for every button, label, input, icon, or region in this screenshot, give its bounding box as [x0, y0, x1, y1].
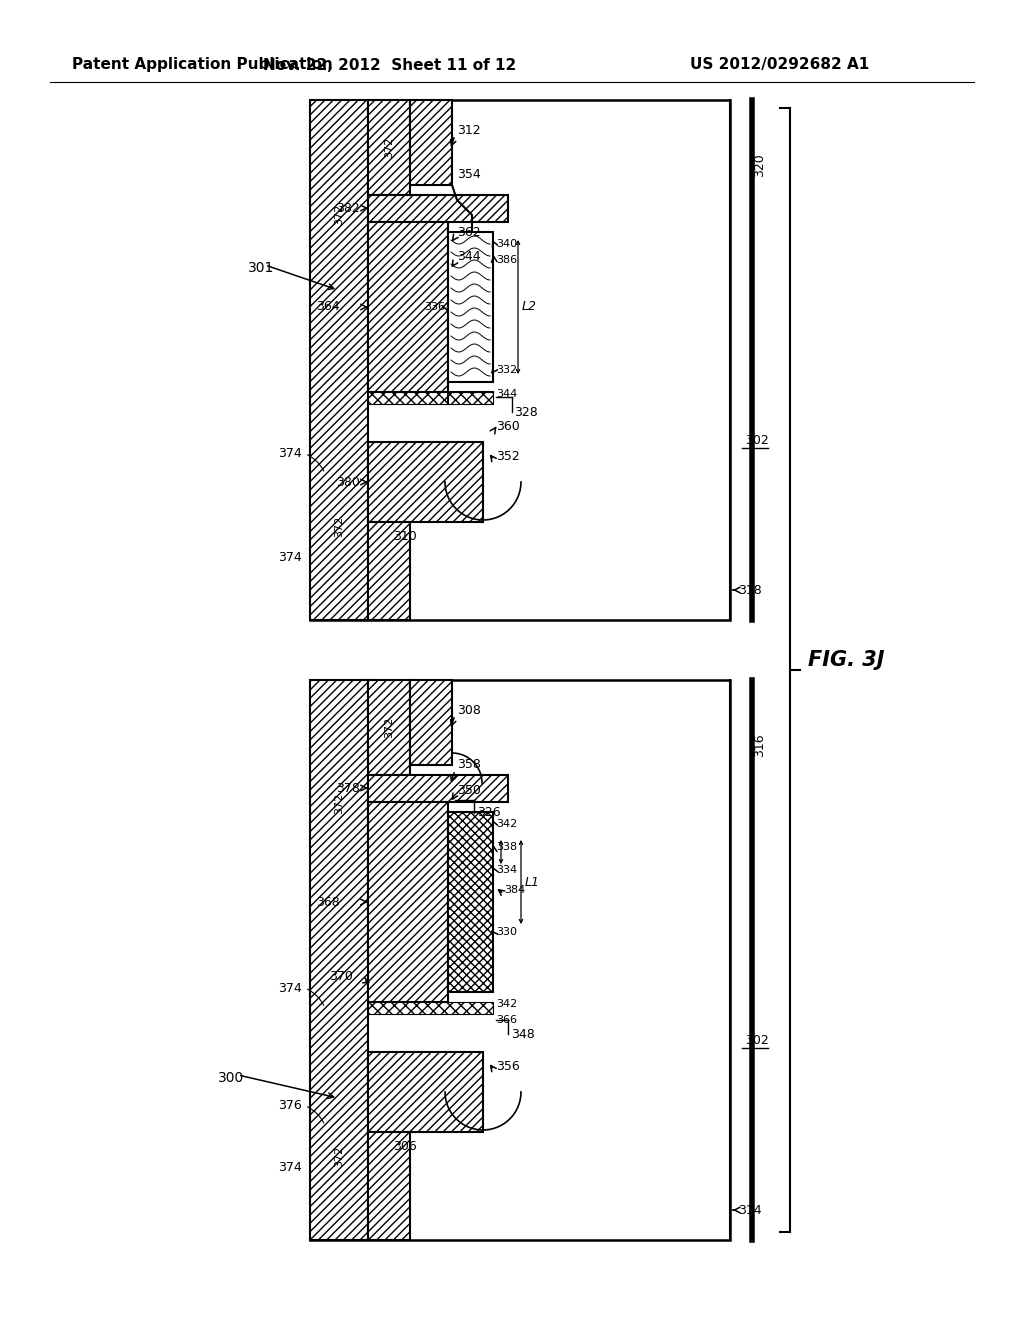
Text: US 2012/0292682 A1: US 2012/0292682 A1	[690, 58, 869, 73]
Text: 342: 342	[496, 999, 517, 1008]
Text: 310: 310	[393, 531, 417, 544]
Text: 374: 374	[279, 1160, 302, 1173]
Text: 312: 312	[457, 124, 480, 136]
Text: 338: 338	[496, 842, 517, 851]
Text: 358: 358	[457, 759, 481, 771]
Bar	[368, 775, 508, 803]
Bar	[368, 442, 483, 521]
Text: 374: 374	[279, 552, 302, 564]
Text: 374: 374	[279, 982, 302, 994]
Text: 354: 354	[457, 169, 480, 181]
Bar	[368, 222, 449, 392]
Text: 320: 320	[754, 153, 767, 177]
Text: 372: 372	[334, 1146, 344, 1167]
Text: 350: 350	[457, 784, 481, 796]
Text: 302: 302	[745, 433, 769, 446]
Text: 336: 336	[424, 302, 445, 312]
Text: 372: 372	[334, 516, 344, 537]
Text: 370: 370	[329, 970, 353, 983]
Bar	[368, 195, 508, 222]
Text: L1: L1	[525, 875, 540, 888]
Bar	[368, 803, 449, 1002]
Text: 362: 362	[457, 226, 480, 239]
Text: 368: 368	[316, 895, 340, 908]
Text: 386: 386	[496, 255, 517, 265]
Bar	[449, 812, 493, 993]
Bar	[368, 392, 493, 404]
Text: 306: 306	[393, 1140, 417, 1154]
Text: 380: 380	[336, 475, 360, 488]
Text: 308: 308	[457, 704, 481, 717]
Text: Patent Application Publication: Patent Application Publication	[72, 58, 333, 73]
Bar	[368, 680, 410, 775]
Text: 300: 300	[218, 1071, 245, 1085]
Bar	[368, 100, 410, 195]
Text: FIG. 3J: FIG. 3J	[808, 649, 885, 671]
Text: 372: 372	[334, 203, 344, 224]
Text: 342: 342	[496, 818, 517, 829]
Text: 316: 316	[754, 733, 767, 756]
Text: 356: 356	[496, 1060, 520, 1073]
Text: 374: 374	[279, 447, 302, 461]
Text: 360: 360	[496, 421, 520, 433]
Bar	[368, 521, 410, 620]
Bar	[449, 232, 493, 381]
Text: 318: 318	[738, 583, 762, 597]
Bar	[368, 1133, 410, 1239]
Bar	[368, 1002, 493, 1014]
Text: 372: 372	[384, 717, 394, 738]
Text: L2: L2	[522, 301, 537, 314]
Text: 344: 344	[496, 389, 517, 399]
Text: 334: 334	[496, 865, 517, 875]
Text: 352: 352	[496, 450, 520, 463]
Bar	[410, 100, 452, 185]
Text: 330: 330	[496, 927, 517, 937]
Text: 302: 302	[745, 1034, 769, 1047]
Text: 378: 378	[336, 781, 360, 795]
Text: 326: 326	[477, 807, 501, 820]
Bar	[310, 100, 730, 620]
Text: 382: 382	[336, 202, 360, 214]
Text: 372: 372	[384, 136, 394, 157]
Bar	[310, 680, 730, 1239]
Bar	[310, 680, 368, 1239]
Text: 366: 366	[496, 1015, 517, 1026]
Text: 332: 332	[496, 366, 517, 375]
Text: 314: 314	[738, 1204, 762, 1217]
Text: 364: 364	[316, 301, 340, 314]
Bar	[368, 1052, 483, 1133]
Text: 301: 301	[248, 261, 274, 275]
Text: 340: 340	[496, 239, 517, 249]
Text: 344: 344	[457, 251, 480, 264]
Bar	[310, 100, 368, 620]
Text: 384: 384	[504, 884, 525, 895]
Text: 348: 348	[511, 1027, 535, 1040]
Text: 376: 376	[279, 1100, 302, 1111]
Text: Nov. 22, 2012  Sheet 11 of 12: Nov. 22, 2012 Sheet 11 of 12	[263, 58, 517, 73]
Text: 372: 372	[334, 792, 344, 814]
Bar	[410, 680, 452, 766]
Text: 328: 328	[514, 405, 538, 418]
